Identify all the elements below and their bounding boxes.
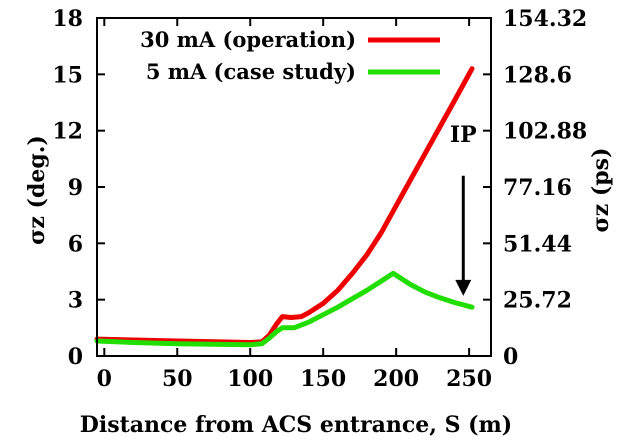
series-line-0 xyxy=(94,66,475,345)
x-axis-label: Distance from ACS entrance, S (m) xyxy=(80,412,512,438)
x-tick-label: 0 xyxy=(97,366,112,392)
annotation-arrow-head xyxy=(455,279,472,296)
y2-tick-label: 25.72 xyxy=(503,288,572,314)
legend-label-0: 30 mA (operation) xyxy=(140,27,356,52)
x-tick-label: 100 xyxy=(227,366,273,392)
y-tick-label: 3 xyxy=(68,288,83,314)
y2-tick-label: 128.6 xyxy=(503,62,572,88)
y-axis-label-left-text: σz (deg.) xyxy=(24,135,50,245)
y-tick-label: 12 xyxy=(52,119,83,145)
y-axis-label-right-text: σz (ps) xyxy=(588,148,614,233)
y-tick-label: 18 xyxy=(52,6,83,32)
series-line-1 xyxy=(94,270,475,348)
y-axis-label-right-symbol: σz (ps) xyxy=(588,148,614,233)
y2-tick-label: 51.44 xyxy=(503,231,572,257)
y-tick-label: 9 xyxy=(68,175,83,201)
x-tick-label: 50 xyxy=(162,366,193,392)
ticks-layer: 0 50 100 150 200 250 0 3 6 9 12 15 18 0 25.72 51.44 77.1… xyxy=(52,6,587,392)
series-layer xyxy=(94,66,475,348)
legend-label-1: 5 mA (case study) xyxy=(146,59,356,84)
y2-tick-label: 154.32 xyxy=(503,6,587,32)
y-tick-label: 0 xyxy=(68,344,83,370)
annotation-layer: IP xyxy=(450,122,477,296)
y-axis-label-left-symbol: σz (deg.) xyxy=(24,135,50,245)
y2-tick-label: 77.16 xyxy=(503,175,572,201)
y2-tick-label: 0 xyxy=(503,344,518,370)
x-tick-label: 150 xyxy=(300,366,346,392)
x-tick-label: 200 xyxy=(373,366,419,392)
annotation-label: IP xyxy=(450,122,477,148)
y2-tick-label: 102.88 xyxy=(503,119,587,145)
y-axis-label-right: σz (ps) xyxy=(588,148,614,233)
y-axis-label-left: σz (deg.) xyxy=(24,135,50,245)
x-tick-label: 250 xyxy=(446,366,492,392)
y-tick-label: 15 xyxy=(52,62,83,88)
legend: 30 mA (operation) 5 mA (case study) xyxy=(140,27,440,84)
plot-frame xyxy=(96,17,492,357)
y-tick-label: 6 xyxy=(68,231,83,257)
